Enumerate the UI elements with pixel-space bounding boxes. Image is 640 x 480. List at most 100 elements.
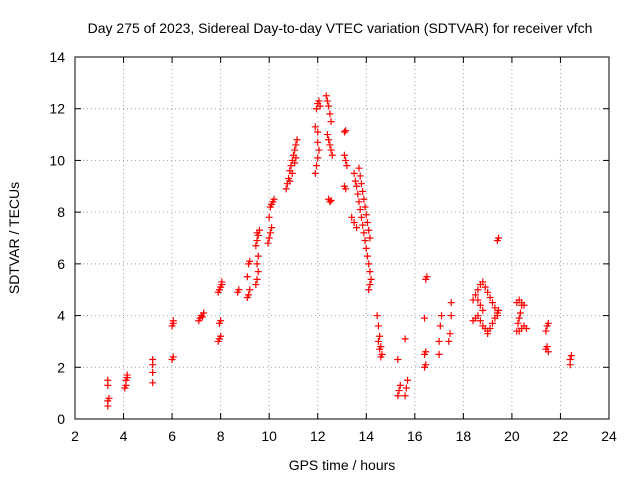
data-point [313,105,321,113]
y-tick-label: 10 [49,152,65,168]
data-point [357,180,365,188]
data-point [357,213,365,221]
data-point [522,325,530,332]
x-tick-label: 20 [504,428,520,444]
data-point [366,281,374,289]
data-point [149,379,157,387]
data-point [348,213,356,221]
data-point [356,172,364,180]
data-point [481,283,489,291]
data-point [394,356,402,364]
data-point [328,151,336,159]
data-point [325,136,333,144]
data-point [447,299,455,307]
y-tick-label: 12 [49,101,65,117]
data-point [566,356,574,364]
data-point [246,257,254,265]
data-point [377,353,385,361]
data-point [252,242,260,250]
data-point [326,141,334,149]
data-point [253,237,261,245]
data-point [488,319,496,327]
data-point [311,169,319,177]
data-point [363,218,371,226]
data-point [359,187,367,195]
data-point [394,392,402,400]
y-tick-label: 2 [57,359,65,375]
data-point [105,394,113,402]
y-tick-label: 4 [57,308,65,324]
data-point [327,197,335,205]
x-tick-label: 22 [553,428,569,444]
data-point [200,309,208,317]
data-point [404,376,412,384]
data-point [291,146,299,154]
data-point [265,234,273,242]
x-tick-label: 16 [407,428,423,444]
data-point [356,206,364,214]
data-point [314,138,322,146]
data-point [315,97,323,105]
data-point [479,306,487,314]
data-point [327,118,335,126]
data-point [246,286,254,294]
data-point [293,136,301,144]
data-point [327,146,335,154]
data-point [359,221,367,229]
data-point [376,332,384,340]
x-axis-label: GPS time / hours [289,457,396,473]
data-point [421,314,429,322]
data-point [476,317,484,325]
data-point [282,185,290,193]
data-point [121,384,129,392]
data-point [340,151,348,159]
data-point [438,312,446,320]
data-point [288,169,296,177]
data-point [374,337,382,345]
data-point [435,350,443,358]
y-tick-label: 6 [57,256,65,272]
data-point [314,154,322,162]
data-point [423,273,431,281]
data-point [252,281,260,289]
data-point [361,203,369,211]
x-tick-label: 2 [71,428,79,444]
data-point [401,335,409,343]
grid [75,57,609,419]
data-point [488,299,496,307]
data-point [484,288,492,296]
data-point [266,229,274,237]
data-point [264,239,272,247]
data-point [340,128,348,136]
data-point [516,309,524,317]
data-point [544,319,552,327]
x-tick-label: 18 [456,428,472,444]
data-point [446,330,454,338]
data-point [265,213,273,221]
y-tick-label: 8 [57,204,65,220]
data-point [292,141,300,149]
data-point [291,159,299,167]
x-tick-label: 14 [358,428,374,444]
data-point [217,332,225,340]
data-point [314,128,322,136]
data-point [343,162,351,170]
data-point [353,224,361,232]
y-tick-label: 0 [57,411,65,427]
data-point [365,286,373,294]
data-point [169,317,177,325]
data-point [235,286,243,294]
data-point [243,273,251,281]
data-point [495,306,503,314]
data-point [254,252,262,260]
data-point [367,275,375,283]
y-axis-label: SDTVAR / TECUs [6,182,22,294]
data-point [218,278,226,286]
data-point [268,224,276,232]
data-point [436,322,444,330]
data-point [486,293,494,301]
data-point [495,234,503,242]
y-tick-label: 14 [49,49,65,65]
